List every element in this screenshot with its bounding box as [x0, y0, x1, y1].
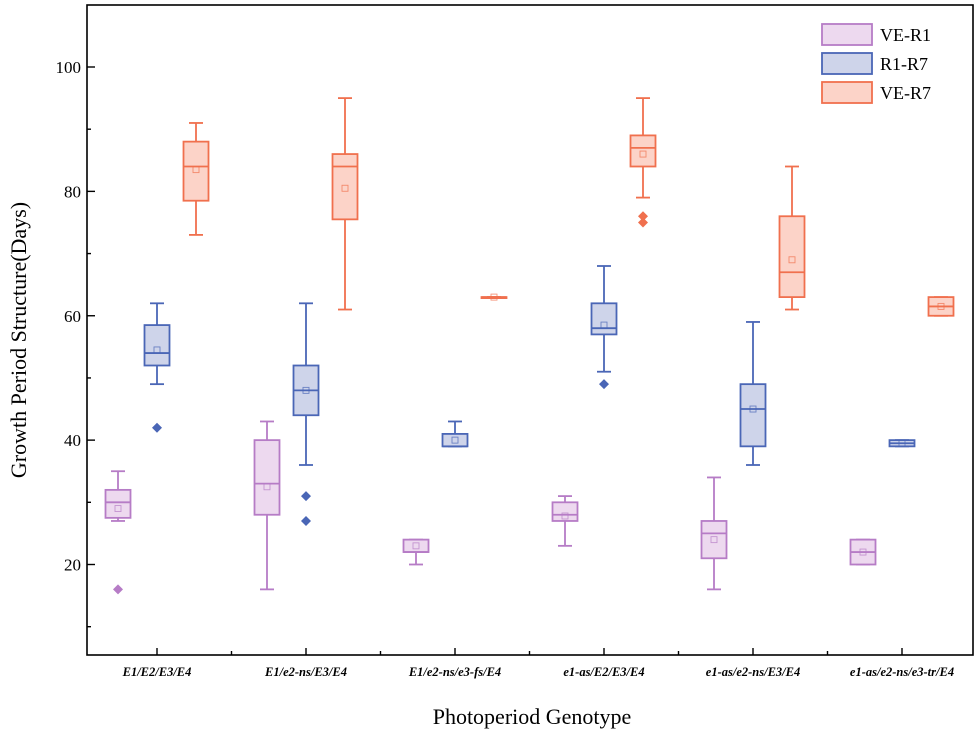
outlier-point	[113, 584, 123, 595]
mean-marker	[561, 512, 569, 520]
legend-label: VE-R7	[880, 83, 931, 103]
box-group	[551, 495, 579, 547]
legend-swatch	[821, 81, 873, 104]
series-ve-r7	[182, 97, 955, 317]
box-group	[402, 538, 430, 566]
box	[331, 153, 359, 221]
x-tick-label: E1/E2/E3/E4	[122, 665, 192, 679]
mean-marker	[153, 346, 161, 354]
box-group	[331, 97, 359, 311]
y-tick-label: 80	[64, 182, 81, 201]
mean-marker	[302, 386, 310, 394]
y-tick-label: 60	[64, 307, 81, 326]
box	[700, 520, 728, 560]
mean-marker	[859, 548, 867, 556]
mean-marker	[710, 536, 718, 544]
box-group	[590, 265, 618, 390]
x-axis-title: Photoperiod Genotype	[433, 704, 632, 729]
outlier-point	[638, 211, 648, 222]
series-ve-r1	[104, 420, 877, 595]
box-group	[441, 420, 469, 448]
mean-marker	[412, 542, 420, 550]
outlier-point	[152, 422, 162, 433]
box	[104, 488, 132, 519]
box	[551, 501, 579, 522]
outlier-point	[599, 379, 609, 390]
box-group	[888, 439, 916, 448]
outlier-point	[301, 491, 311, 502]
box	[739, 383, 767, 448]
box-group	[849, 538, 877, 566]
mean-marker	[600, 321, 608, 329]
mean-marker	[263, 483, 271, 491]
box	[182, 140, 210, 202]
mean-marker	[937, 302, 945, 310]
box	[143, 324, 171, 367]
plot-area	[104, 97, 955, 595]
outlier-point	[638, 217, 648, 228]
x-tick-label: e1-as/e2-ns/e3-tr/E4	[850, 665, 954, 679]
legend-swatch	[821, 52, 873, 75]
mean-marker	[898, 439, 906, 447]
legend-label: R1-R7	[880, 54, 928, 74]
mean-marker	[788, 256, 796, 264]
y-tick-label: 100	[56, 58, 82, 77]
x-tick-label: e1-as/E2/E3/E4	[563, 665, 644, 679]
box-group	[739, 321, 767, 466]
box-group	[480, 293, 508, 301]
box-group	[143, 302, 171, 433]
mean-marker	[192, 166, 200, 174]
legend-item-r1-r7: R1-R7	[821, 52, 928, 75]
mean-marker	[451, 436, 459, 444]
y-axis-title: Growth Period Structure(Days)	[6, 202, 31, 478]
legend-swatch	[821, 23, 873, 46]
x-tick-label: E1/e2-ns/E3/E4	[264, 665, 347, 679]
mean-marker	[490, 293, 498, 301]
legend-item-ve-r7: VE-R7	[821, 81, 931, 104]
y-tick-label: 40	[64, 431, 81, 450]
box-group	[182, 122, 210, 236]
x-tick-label: e1-as/e2-ns/E3/E4	[706, 665, 800, 679]
mean-marker	[114, 505, 122, 512]
legend: VE-R1 R1-R7 VE-R7	[821, 23, 931, 104]
y-tick-label: 20	[64, 556, 81, 575]
mean-marker	[341, 184, 349, 192]
series-r1-r7	[143, 265, 916, 526]
legend-item-ve-r1: VE-R1	[821, 23, 931, 46]
box	[402, 538, 430, 553]
mean-marker	[639, 150, 647, 158]
box-group	[927, 296, 955, 317]
box-group	[700, 476, 728, 591]
axes: 20 40 60 80 100 E1/E2/E3/E4 E1/e2-ns/E3/E4 E1/e…	[56, 4, 974, 679]
box-group	[778, 165, 806, 311]
box	[590, 302, 618, 336]
box-group	[253, 420, 281, 591]
x-tick-label: E1/e2-ns/e3-fs/E4	[408, 665, 501, 679]
box	[253, 439, 281, 516]
box-group	[292, 302, 320, 526]
legend-label: VE-R1	[880, 25, 931, 45]
outlier-point	[301, 515, 311, 526]
mean-marker	[749, 405, 757, 413]
box-group	[629, 97, 657, 228]
box-group	[104, 470, 132, 595]
box	[441, 433, 469, 448]
